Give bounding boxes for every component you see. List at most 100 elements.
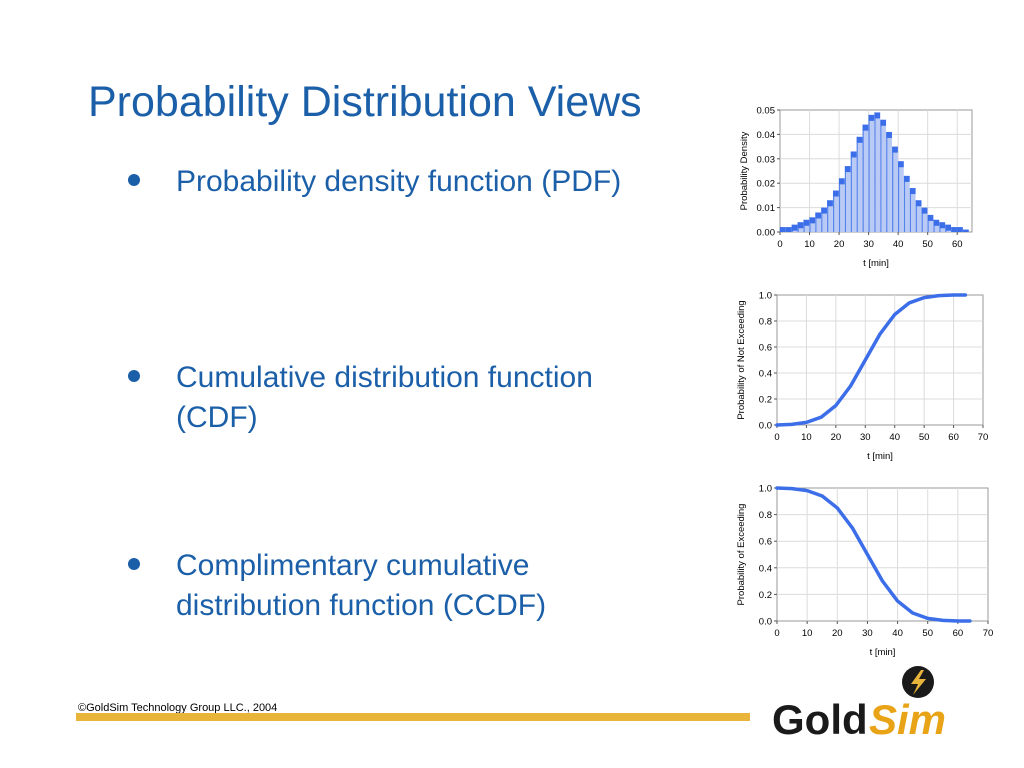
x-tick-label: 30 bbox=[863, 239, 874, 250]
bullet-dot bbox=[128, 558, 140, 570]
histogram-bar bbox=[915, 200, 922, 232]
y-tick-label: 0.04 bbox=[757, 130, 776, 141]
histogram-bar-cap bbox=[933, 219, 940, 226]
histogram-bar bbox=[862, 124, 869, 232]
histogram-bar-cap bbox=[921, 207, 928, 214]
x-tick-label: 40 bbox=[893, 239, 904, 250]
bullet-dot bbox=[128, 174, 140, 186]
y-tick-label: 0.00 bbox=[757, 228, 776, 239]
histogram-bar bbox=[850, 151, 857, 232]
series-point bbox=[952, 293, 955, 297]
bullet-cdf-line-1: Cumulative distribution function bbox=[176, 361, 593, 394]
logo-word-gold: Gold bbox=[772, 696, 868, 743]
series-point bbox=[968, 619, 972, 623]
histogram-bar-cap bbox=[862, 124, 869, 131]
histogram-bar-cap bbox=[868, 114, 875, 121]
histogram-bar-cap bbox=[809, 217, 816, 224]
x-tick-label: 20 bbox=[831, 432, 842, 443]
y-tick-label: 0.8 bbox=[759, 317, 772, 328]
histogram-bar-cap bbox=[844, 166, 851, 173]
series-point bbox=[911, 611, 915, 615]
histogram-bar bbox=[874, 112, 881, 232]
y-tick-label: 0.2 bbox=[759, 590, 772, 601]
bullet-cdf: Cumulative distribution function (CDF) bbox=[128, 358, 688, 438]
cdf-chart: 0.0 0.2 0.4 0.6 0.8 1.0 0 10 20 30 40 50 60 70 t [min]… bbox=[736, 291, 989, 463]
histogram-bar bbox=[909, 188, 916, 232]
series-point bbox=[941, 618, 945, 622]
x-tick-label: 0 bbox=[774, 628, 779, 639]
bullet-ccdf: Complimentary cumulative distribution fu… bbox=[128, 546, 688, 626]
series-point bbox=[775, 486, 779, 490]
x-axis-label: t [min] bbox=[863, 258, 889, 269]
x-axis-label: t [min] bbox=[867, 451, 893, 462]
bullet-cdf-line-2: (CDF) bbox=[176, 401, 258, 434]
histogram-bar-cap bbox=[856, 136, 863, 143]
lightning-icon bbox=[911, 670, 926, 695]
series-line bbox=[775, 486, 972, 623]
y-tick-label: 0.02 bbox=[757, 179, 776, 190]
logo-word-sim: Sim bbox=[869, 696, 946, 743]
pdf-chart: 0.00 0.01 0.02 0.03 0.04 0.05 0 10 20 30 40 50 60 t [… bbox=[739, 106, 973, 269]
x-tick-label: 20 bbox=[832, 628, 843, 639]
histogram-bar bbox=[921, 207, 928, 232]
x-tick-label: 60 bbox=[952, 239, 963, 250]
x-tick-label: 70 bbox=[983, 628, 994, 639]
series-point bbox=[834, 404, 838, 407]
series-point bbox=[956, 619, 960, 623]
x-tick-label: 30 bbox=[860, 432, 871, 443]
histogram-bar-cap bbox=[880, 119, 887, 126]
x-tick-label: 10 bbox=[802, 628, 813, 639]
x-tick-label: 50 bbox=[922, 239, 933, 250]
series-point bbox=[926, 616, 930, 620]
histogram-bar bbox=[839, 178, 845, 232]
histogram-bar bbox=[844, 166, 851, 232]
bullet-pdf-text: Probability density function (PDF) bbox=[176, 162, 696, 202]
series-point bbox=[866, 553, 869, 556]
histogram-bar-cap bbox=[803, 219, 810, 226]
histogram-bar-cap bbox=[839, 178, 845, 185]
series-point bbox=[775, 423, 779, 427]
x-tick-label: 70 bbox=[978, 432, 989, 443]
plot-area bbox=[776, 487, 989, 622]
series-point bbox=[896, 599, 899, 603]
y-tick-label: 0.01 bbox=[757, 203, 776, 214]
series-point bbox=[849, 384, 852, 388]
histogram-bar-cap bbox=[833, 190, 839, 197]
footer-accent-bar bbox=[76, 713, 750, 721]
histogram-bar bbox=[927, 214, 934, 232]
y-tick-label: 1.0 bbox=[759, 484, 772, 495]
histogram-bar-cap bbox=[791, 224, 798, 231]
copyright-footer: ©GoldSim Technology Group LLC., 2004 bbox=[78, 702, 278, 714]
x-tick-label: 30 bbox=[862, 628, 873, 639]
bullet-pdf: Probability density function (PDF) bbox=[128, 162, 688, 202]
x-tick-label: 20 bbox=[834, 239, 845, 250]
histogram-bar bbox=[827, 200, 833, 232]
bullet-ccdf-line-2: distribution function (CCDF) bbox=[176, 589, 547, 622]
histogram-bar-cap bbox=[898, 161, 904, 168]
histogram-bar-cap bbox=[780, 227, 786, 232]
series-point bbox=[881, 579, 884, 583]
series-point bbox=[805, 489, 809, 493]
series-point bbox=[922, 296, 926, 299]
histogram-bar-cap bbox=[939, 222, 946, 229]
y-tick-label: 0.6 bbox=[759, 537, 772, 548]
histogram-bar bbox=[833, 190, 839, 232]
histogram-bar-cap bbox=[850, 151, 857, 158]
y-axis-label: Probability of Exceeding bbox=[736, 504, 747, 606]
y-tick-label: 1.0 bbox=[759, 291, 772, 302]
x-tick-label: 40 bbox=[889, 432, 900, 443]
histogram-bar-cap bbox=[815, 212, 822, 219]
plot-area bbox=[776, 294, 984, 426]
series-point bbox=[937, 294, 941, 298]
bullet-pdf-line-1: Probability density function (PDF) bbox=[176, 165, 622, 198]
series-point bbox=[908, 301, 911, 305]
series-point bbox=[805, 421, 808, 424]
y-tick-label: 0.4 bbox=[759, 369, 772, 380]
histogram-bar-cap bbox=[827, 200, 833, 207]
x-tick-label: 0 bbox=[774, 432, 779, 443]
series-point bbox=[820, 494, 824, 498]
histogram-bar-cap bbox=[963, 229, 969, 232]
series-point bbox=[850, 526, 854, 530]
histogram-bar bbox=[886, 131, 892, 232]
histogram-bar bbox=[898, 161, 904, 232]
